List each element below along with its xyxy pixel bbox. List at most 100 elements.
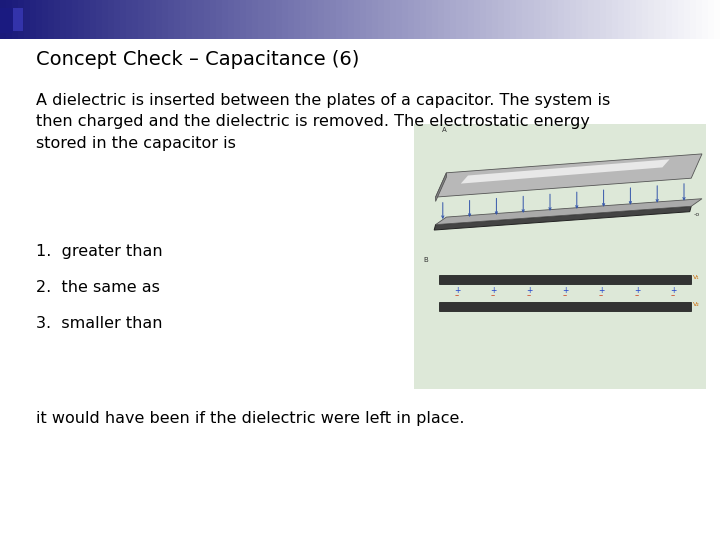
Bar <box>480 0 487 39</box>
Bar <box>336 0 343 39</box>
Bar <box>354 0 361 39</box>
Bar <box>156 0 163 39</box>
Bar <box>6 0 14 39</box>
Bar <box>0 0 7 39</box>
Bar <box>300 0 307 39</box>
Bar <box>228 0 235 39</box>
Text: 3.  smaller than: 3. smaller than <box>36 316 163 332</box>
Bar <box>264 0 271 39</box>
Bar <box>420 0 428 39</box>
Text: +: + <box>526 286 532 295</box>
Polygon shape <box>461 159 670 184</box>
Bar <box>84 0 91 39</box>
Text: B: B <box>423 256 428 262</box>
Bar <box>132 0 140 39</box>
Polygon shape <box>436 173 446 201</box>
Bar <box>66 0 73 39</box>
Bar <box>126 0 133 39</box>
Bar <box>186 0 194 39</box>
Bar <box>192 0 199 39</box>
Bar <box>234 0 241 39</box>
Text: –: – <box>527 291 531 300</box>
Bar <box>426 0 433 39</box>
Bar <box>438 0 446 39</box>
Bar <box>498 0 505 39</box>
Bar <box>78 0 86 39</box>
Bar <box>702 0 709 39</box>
Bar <box>42 0 50 39</box>
Text: –: – <box>491 291 495 300</box>
Bar <box>150 0 158 39</box>
Bar <box>666 0 673 39</box>
Bar <box>654 0 662 39</box>
Bar <box>96 0 104 39</box>
Text: +: + <box>670 286 676 295</box>
Bar <box>48 0 55 39</box>
Bar <box>516 0 523 39</box>
Bar <box>642 0 649 39</box>
Bar <box>318 0 325 39</box>
Bar <box>348 0 356 39</box>
Bar <box>612 0 619 39</box>
Bar <box>678 0 685 39</box>
Bar <box>174 0 181 39</box>
Bar <box>564 0 572 39</box>
Bar <box>90 0 97 39</box>
Bar <box>444 0 451 39</box>
Bar <box>486 0 493 39</box>
Bar <box>114 0 122 39</box>
Bar <box>13 8 23 31</box>
Bar <box>384 0 392 39</box>
Bar <box>330 0 338 39</box>
Bar <box>204 0 212 39</box>
Bar <box>30 0 37 39</box>
Bar <box>312 0 320 39</box>
Text: +: + <box>490 286 496 295</box>
Text: –: – <box>599 291 603 300</box>
Polygon shape <box>434 206 691 230</box>
Bar <box>546 0 554 39</box>
Bar <box>60 0 68 39</box>
Bar <box>396 0 403 39</box>
Text: 1.  greater than: 1. greater than <box>36 244 163 259</box>
Polygon shape <box>436 199 702 225</box>
Text: –: – <box>671 291 675 300</box>
Bar <box>120 0 127 39</box>
Bar <box>282 0 289 39</box>
Bar <box>576 0 583 39</box>
Bar <box>468 0 475 39</box>
Text: A dielectric is inserted between the plates of a capacitor. The system is
then c: A dielectric is inserted between the pla… <box>36 93 611 151</box>
Text: A: A <box>442 127 447 133</box>
Text: +: + <box>634 286 640 295</box>
Bar <box>588 0 595 39</box>
Bar <box>258 0 266 39</box>
Bar <box>558 0 565 39</box>
Bar <box>252 0 259 39</box>
Bar <box>672 0 680 39</box>
Bar <box>24 0 32 39</box>
Bar <box>138 0 145 39</box>
Bar <box>439 275 691 284</box>
Bar <box>630 0 637 39</box>
Text: –: – <box>455 291 459 300</box>
Bar <box>144 0 151 39</box>
Bar <box>534 0 541 39</box>
Bar <box>342 0 349 39</box>
Text: –: – <box>635 291 639 300</box>
Bar <box>594 0 601 39</box>
Bar <box>408 0 415 39</box>
Bar <box>522 0 529 39</box>
Bar <box>690 0 698 39</box>
Bar <box>36 0 43 39</box>
Bar <box>708 0 716 39</box>
Bar <box>504 0 511 39</box>
Bar <box>180 0 187 39</box>
Bar <box>168 0 176 39</box>
Bar <box>600 0 608 39</box>
Polygon shape <box>436 154 702 197</box>
Bar <box>0 8 13 33</box>
Bar <box>660 0 667 39</box>
Bar <box>582 0 590 39</box>
Bar <box>624 0 631 39</box>
Bar <box>492 0 500 39</box>
